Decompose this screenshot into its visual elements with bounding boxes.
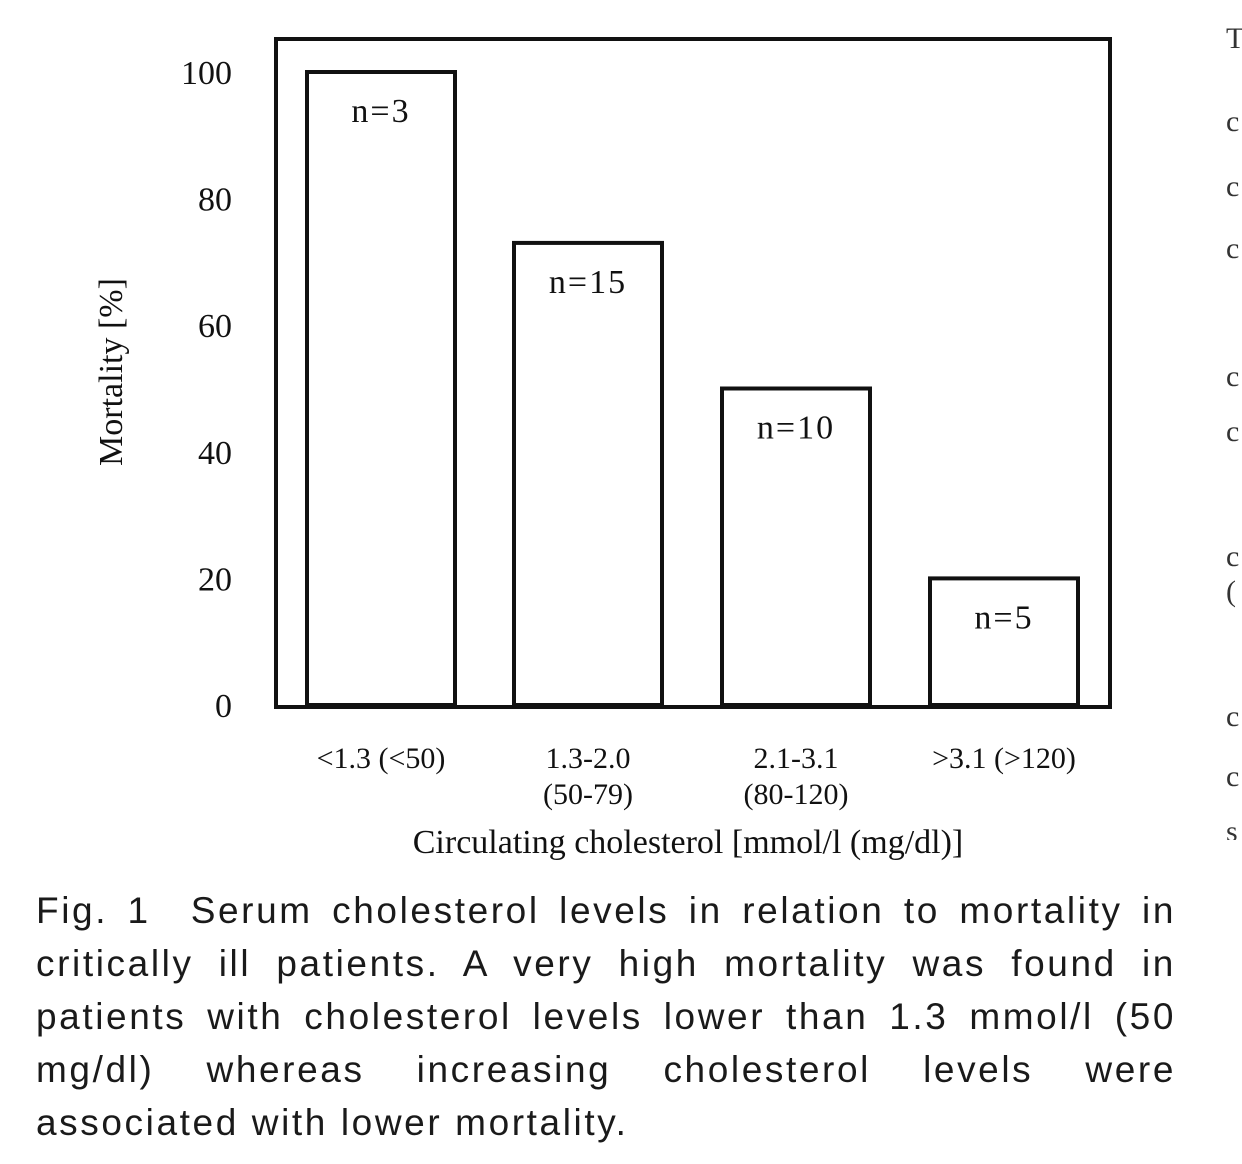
bar [512, 240, 664, 707]
caption-text: Serum cholesterol levels in relation to … [36, 890, 1177, 1143]
x-axis-ticks: <1.3 (<50) 1.3-2.0(50-79) 2.1-3.1(80-120) >… [317, 742, 1076, 811]
bar-n-label: n=5 [974, 599, 1033, 636]
x-tick-label: <1.3 (<50) [317, 742, 446, 775]
x-tick-label: (80-120) [744, 778, 849, 811]
plot-frame [274, 37, 1112, 709]
bar-n-label: n=3 [351, 93, 410, 130]
x-axis-label: Circulating cholesterol [mmol/l (mg/dl)] [413, 824, 964, 861]
x-tick-label: >3.1 (>120) [932, 742, 1076, 775]
bar [928, 576, 1080, 708]
y-tick-label: 100 [181, 55, 232, 92]
bar-n-label: n=15 [549, 264, 627, 301]
bar [720, 386, 872, 707]
x-tick-label: 1.3-2.0 [546, 742, 631, 775]
x-tick-label: (50-79) [543, 778, 633, 811]
y-tick-label: 80 [198, 182, 232, 219]
figure-caption: Fig. 1 Serum cholesterol levels in relati… [36, 884, 1176, 1149]
bar [305, 70, 457, 707]
bars: n=3 n=15 n=10 n=5 [305, 70, 1080, 708]
y-axis-ticks: 0 20 40 60 80 100 [181, 55, 232, 725]
bar-n-label: n=10 [757, 410, 835, 447]
y-tick-label: 20 [198, 561, 232, 598]
y-tick-label: 0 [215, 688, 232, 725]
y-axis-label: Mortality [%] [93, 278, 130, 466]
figure-label: Fig. 1 [36, 890, 151, 931]
y-tick-label: 60 [198, 308, 232, 345]
x-tick-label: 2.1-3.1 [754, 742, 839, 775]
bar-chart: 0 20 40 60 80 100 n=3 n=15 n=10 n=5 <1.3 (<50) 1.… [93, 37, 1112, 861]
y-tick-label: 40 [198, 435, 232, 472]
